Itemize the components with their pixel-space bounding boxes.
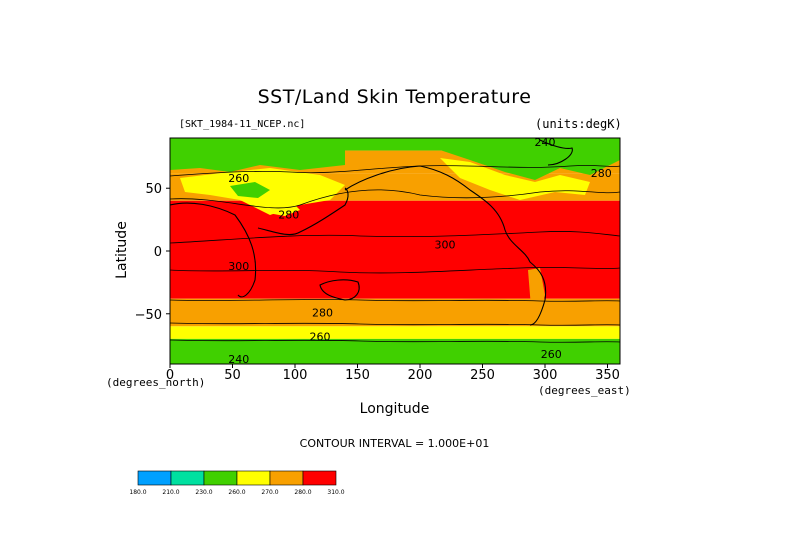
x-tick-label: 300: [533, 368, 558, 383]
x-tick-label: 350: [595, 368, 620, 383]
contour-270-south: [170, 322, 620, 326]
x-axis-unit: (degrees_east): [538, 384, 631, 397]
y-tick-label: 0: [154, 245, 162, 260]
contour-300-south: [170, 267, 620, 274]
units-label: (units:degK): [535, 117, 622, 131]
legend-level-label: 230.0: [195, 489, 212, 496]
legend-swatch: [269, 470, 304, 486]
x-tick-label: 100: [283, 368, 308, 383]
greenland-coast: [539, 139, 573, 166]
antarctica: [170, 352, 620, 364]
australia-coast: [319, 279, 360, 301]
contour-label: 260: [228, 172, 249, 185]
y-axis-label: Latitude: [114, 221, 130, 279]
x-tick-label: 150: [345, 368, 370, 383]
asia-coast: [257, 187, 349, 236]
contour-300-north: [170, 231, 620, 244]
legend-level-label: 270.0: [261, 489, 278, 496]
contour-label: 260: [541, 348, 562, 361]
y-tick-label: 50: [145, 182, 162, 197]
x-tick-label: 50: [224, 368, 241, 383]
contour-260-south: [170, 339, 620, 343]
contour-label: 240: [228, 353, 249, 366]
contour-lines: [170, 165, 620, 343]
chart-title: SST/Land Skin Temperature: [257, 86, 532, 108]
legend-swatch: [137, 470, 172, 486]
legend-level-label: 280.0: [294, 489, 311, 496]
legend-swatch: [170, 470, 205, 486]
contour-label: 260: [310, 330, 331, 343]
legend-swatch: [236, 470, 271, 486]
legend-level-label: 310.0: [327, 489, 344, 496]
north-america-cool: [440, 158, 590, 200]
temperature-band-5: [170, 326, 620, 339]
coastlines: [170, 139, 573, 326]
contour-label: 300: [228, 260, 249, 273]
americas-coast: [344, 165, 547, 326]
contour-label: 280: [591, 167, 612, 180]
legend-swatch: [203, 470, 238, 486]
y-axis-unit: (degrees_north): [106, 376, 206, 389]
legend-level-label: 180.0: [129, 489, 146, 496]
contour-280-north: [170, 189, 620, 209]
y-tick-label: −50: [135, 308, 162, 323]
greenland: [535, 140, 575, 165]
eurasia-highland: [230, 182, 270, 198]
x-tick-label: 200: [408, 368, 433, 383]
legend-level-label: 210.0: [162, 489, 179, 496]
temperature-band-3: [170, 200, 620, 299]
contour-label: 240: [535, 136, 556, 149]
contour-label: 280: [312, 307, 333, 320]
africa-coast: [170, 202, 257, 298]
contour-interval-label: CONTOUR INTERVAL = 1.000E+01: [299, 437, 490, 450]
eurasia-cold: [170, 142, 345, 172]
file-label: [SKT_1984-11_NCEP.nc]: [179, 119, 306, 130]
legend-swatch: [302, 470, 337, 486]
legend-level-label: 260.0: [228, 489, 245, 496]
andes-cool: [528, 268, 545, 320]
x-tick-label: 250: [470, 368, 495, 383]
x-axis-label: Longitude: [359, 401, 430, 417]
x-tick-label: 0: [166, 368, 174, 383]
contour-label: 300: [435, 239, 456, 252]
contour-280-south: [170, 299, 620, 302]
contour-label: 280: [278, 209, 299, 222]
temperature-band-4: [170, 298, 620, 327]
